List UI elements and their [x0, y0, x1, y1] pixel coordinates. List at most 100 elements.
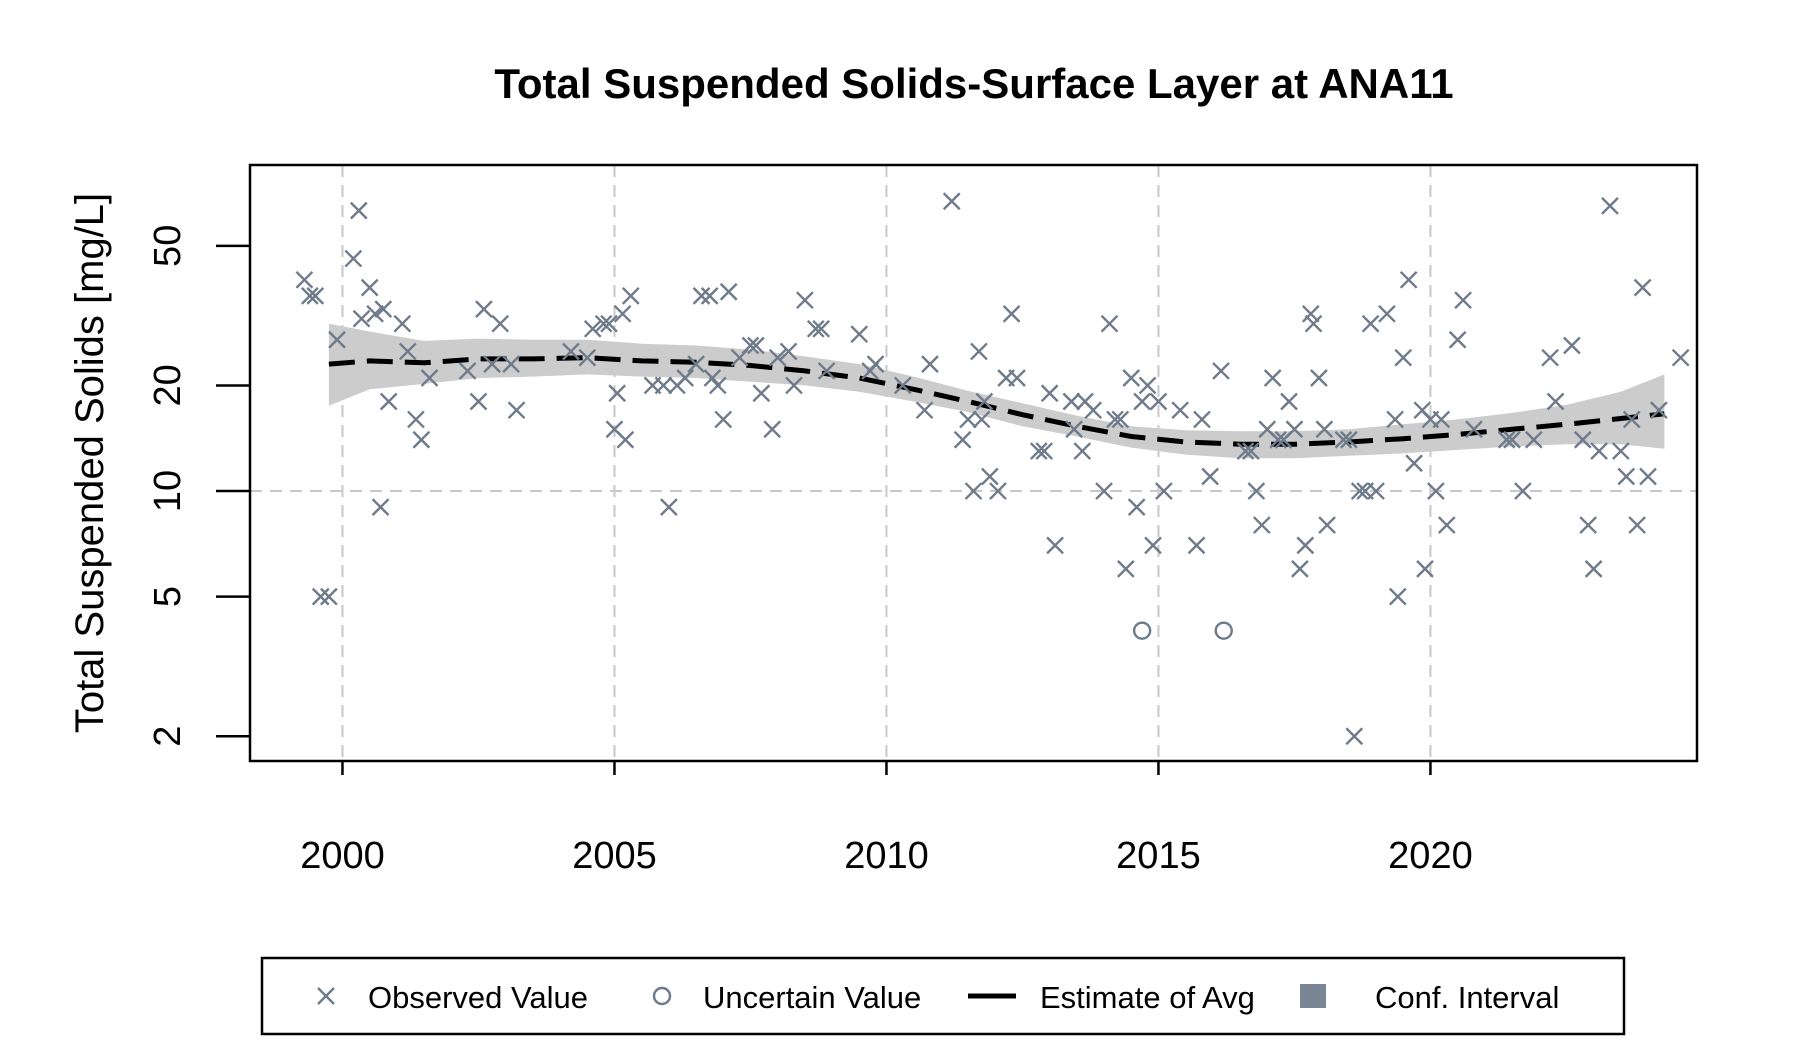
observed-point-117 — [1304, 314, 1323, 333]
legend-label-uncertain: Uncertain Value — [703, 980, 921, 1015]
observed-point-19 — [458, 362, 477, 380]
y-tick-label-5: 5 — [147, 586, 189, 607]
observed-point-63 — [893, 376, 912, 395]
observed-point-156 — [1617, 467, 1636, 486]
observed-point-121 — [1334, 430, 1353, 449]
observed-point-8 — [352, 309, 371, 328]
observed-point-133 — [1405, 454, 1423, 473]
observed-point-17 — [412, 430, 431, 449]
observed-point-138 — [1432, 410, 1451, 429]
grid-layer — [250, 165, 1697, 761]
observed-point-93 — [1127, 498, 1146, 516]
observed-point-14 — [393, 314, 412, 333]
observed-point-68 — [959, 410, 977, 429]
observed-point-147 — [1541, 348, 1559, 367]
observed-point-119 — [1315, 420, 1334, 439]
observed-point-142 — [1465, 420, 1483, 439]
observed-point-50 — [747, 336, 765, 355]
observed-point-3 — [311, 587, 330, 606]
observed-point-26 — [562, 342, 580, 361]
observed-point-16 — [407, 410, 425, 429]
observed-point-79 — [1035, 442, 1054, 460]
observed-point-162 — [1671, 348, 1690, 367]
observed-point-54 — [779, 342, 798, 361]
observed-point-57 — [806, 319, 825, 338]
observed-point-129 — [1386, 410, 1404, 429]
observed-point-65 — [921, 355, 939, 373]
observed-point-115 — [1296, 536, 1315, 555]
observed-point-41 — [687, 355, 705, 373]
observed-point-7 — [349, 201, 368, 220]
observed-point-122 — [1340, 430, 1358, 449]
observed-point-4 — [320, 587, 338, 606]
observed-point-28 — [583, 319, 602, 338]
legend-label-observed: Observed Value — [368, 980, 588, 1015]
observed-point-126 — [1361, 314, 1380, 333]
observed-point-33 — [613, 304, 632, 323]
observed-point-140 — [1448, 330, 1467, 349]
observed-point-124 — [1350, 482, 1369, 500]
observed-point-130 — [1388, 587, 1407, 606]
observed-point-99 — [1171, 401, 1190, 420]
observed-point-47 — [719, 282, 738, 301]
observed-point-76 — [1002, 304, 1021, 323]
chart-title: Total Suspended Solids-Surface Layer at … — [494, 60, 1453, 107]
observed-point-42 — [692, 287, 711, 305]
observed-point-153 — [1590, 442, 1608, 460]
observed-point-29 — [594, 314, 613, 333]
observed-point-131 — [1394, 348, 1413, 367]
observed-point-161 — [1650, 401, 1668, 420]
observed-point-15 — [398, 342, 417, 361]
observed-point-91 — [1116, 560, 1135, 578]
observed-point-55 — [785, 376, 803, 395]
legend-x-marker — [317, 987, 335, 1005]
observed-point-30 — [600, 314, 618, 333]
observed-point-154 — [1601, 197, 1619, 215]
observed-point-5 — [328, 330, 346, 349]
plot-area-frame — [248, 163, 1699, 763]
observed-point-18 — [420, 369, 439, 387]
observed-point-141 — [1454, 291, 1472, 310]
observed-point-46 — [714, 410, 733, 429]
observed-point-112 — [1280, 392, 1298, 411]
observed-point-139 — [1437, 516, 1456, 534]
observed-point-87 — [1095, 482, 1113, 500]
observed-point-159 — [1633, 278, 1652, 297]
x-tick-label-2015: 2015 — [1116, 835, 1201, 877]
observed-point-137 — [1427, 482, 1445, 500]
observed-point-146 — [1524, 430, 1543, 449]
uncertain-point-1 — [1214, 621, 1233, 640]
x-tick-label-2000: 2000 — [300, 835, 385, 877]
observed-point-92 — [1122, 369, 1141, 387]
y-axis: 2 5 10 20 50 — [147, 225, 250, 747]
observed-point-100 — [1187, 536, 1206, 555]
observed-point-44 — [703, 369, 722, 387]
y-tick-label-20: 20 — [147, 364, 189, 406]
observed-point-21 — [475, 300, 493, 318]
observed-point-102 — [1201, 467, 1219, 486]
observed-point-152 — [1584, 560, 1603, 578]
observed-point-151 — [1579, 516, 1598, 534]
observed-point-86 — [1084, 401, 1103, 420]
observed-point-56 — [796, 291, 814, 310]
legend-frame — [260, 956, 1626, 1036]
observed-point-101 — [1193, 410, 1211, 429]
observed-point-81 — [1046, 536, 1064, 555]
observed-point-2 — [306, 287, 325, 305]
legend-label-estimate: Estimate of Avg — [1040, 980, 1255, 1015]
observed-point-78 — [1029, 442, 1048, 460]
observed-point-132 — [1399, 270, 1418, 289]
observed-point-144 — [1503, 430, 1521, 449]
legend: Observed Value Uncertain Value Estimate … — [260, 956, 1626, 1036]
observed-point-70 — [970, 342, 988, 361]
observed-point-23 — [491, 314, 510, 333]
y-axis-label: Total Suspended Solids [mg/L] — [68, 193, 112, 733]
observed-point-77 — [1008, 369, 1026, 387]
observed-point-27 — [578, 348, 597, 367]
observed-point-84 — [1073, 442, 1092, 460]
observed-point-6 — [344, 249, 363, 268]
observed-point-90 — [1111, 410, 1130, 429]
observed-point-98 — [1155, 482, 1173, 500]
confidence-band — [328, 323, 1665, 459]
observed-point-116 — [1301, 304, 1320, 323]
